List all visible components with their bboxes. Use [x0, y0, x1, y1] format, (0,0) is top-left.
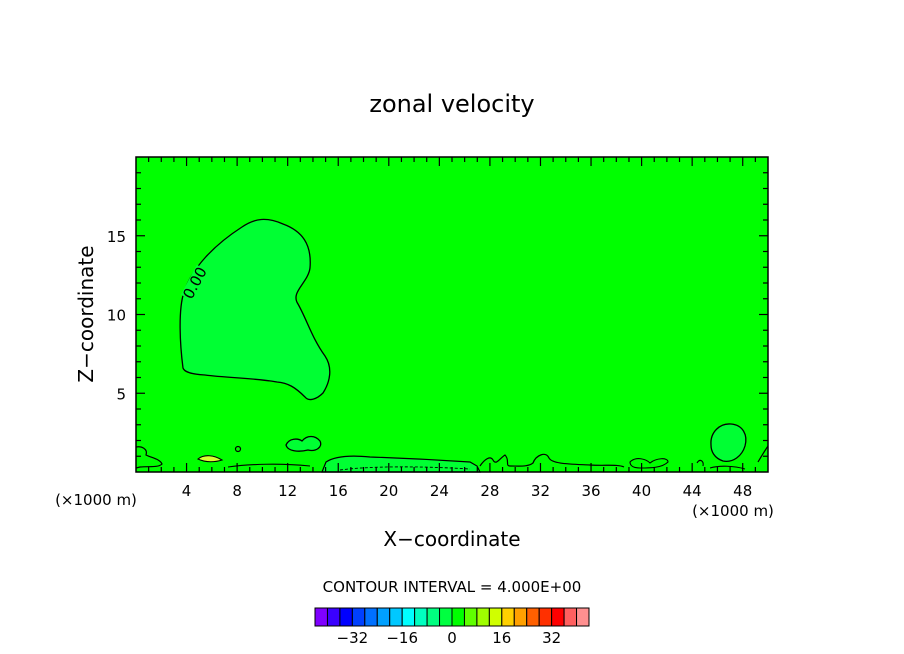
- contour-line-surface: [227, 463, 311, 468]
- chart-title: zonal velocity: [369, 90, 534, 118]
- contour-line-surface: [629, 458, 669, 469]
- x-unit-label-right: (×1000 m): [692, 502, 774, 520]
- colorbar-swatch: [576, 607, 590, 627]
- colorbar-swatch: [414, 607, 428, 627]
- colorbar-swatch: [364, 607, 378, 627]
- x-tick-label: 40: [632, 482, 651, 500]
- x-unit-label-left: (×1000 m): [55, 491, 137, 509]
- contour-line-surface: [197, 455, 224, 463]
- y-tick-label: 10: [107, 307, 126, 325]
- x-tick-labels: 4 8 12 16 20 24 28 32 36 40 44 48: [182, 482, 752, 500]
- colorbar-swatch: [463, 607, 478, 627]
- y-tick-label: 5: [116, 385, 126, 403]
- x-tick-label: 32: [531, 482, 550, 500]
- colorbar-swatch: [513, 607, 528, 627]
- contour-line-surface: [696, 459, 704, 467]
- colorbar-swatch: [451, 607, 465, 627]
- contour-line-surface: [135, 446, 163, 469]
- contour-blob: [285, 435, 322, 452]
- colorbar-swatch: [426, 607, 441, 627]
- colorbar-swatch: [351, 607, 366, 627]
- contour-region-lower-right: [710, 423, 747, 462]
- colorbar-swatch: [526, 607, 540, 627]
- colorbar-swatch: [488, 607, 503, 627]
- colorbar-swatch: [563, 607, 578, 627]
- y-tick-labels: 5 10 15: [107, 228, 126, 404]
- colorbar-swatch: [501, 607, 515, 627]
- colorbar-tick-label: 16: [492, 629, 511, 647]
- contour-line-surface: [479, 453, 625, 468]
- colorbar-swatch: [339, 607, 353, 627]
- colorbar-tick-label: 0: [447, 629, 457, 647]
- y-axis-label: Z−coordinate: [74, 245, 98, 382]
- colorbar-swatch: [551, 607, 565, 627]
- colorbar: [314, 607, 590, 627]
- y-tick-label: 15: [107, 228, 126, 246]
- axis-ticks: [136, 157, 768, 472]
- x-tick-label: 16: [329, 482, 348, 500]
- colorbar-tick-labels: −32 −16 0 16 32: [337, 629, 562, 647]
- x-tick-label: 8: [232, 482, 242, 500]
- colorbar-swatch: [439, 607, 453, 627]
- plot-area: 0.00: [135, 156, 769, 473]
- colorbar-swatch: [376, 607, 391, 627]
- x-tick-label: 48: [733, 482, 752, 500]
- x-axis-label: X−coordinate: [383, 527, 520, 551]
- contour-loop: [234, 445, 242, 453]
- x-tick-label: 20: [379, 482, 398, 500]
- colorbar-swatch: [538, 607, 553, 627]
- colorbar-swatch: [389, 607, 403, 627]
- colorbar-swatch: [401, 607, 416, 627]
- x-tick-label: 4: [182, 482, 192, 500]
- colorbar-tick-label: −16: [386, 629, 418, 647]
- x-tick-label: 44: [683, 482, 702, 500]
- x-tick-label: 28: [480, 482, 499, 500]
- colorbar-tick-label: 32: [542, 629, 561, 647]
- plot-frame: [135, 156, 769, 473]
- colorbar-tick-label: −32: [337, 629, 369, 647]
- contour-region-upper-left: [179, 218, 331, 401]
- x-tick-label: 24: [430, 482, 449, 500]
- x-tick-label: 36: [581, 482, 600, 500]
- contour-interval: CONTOUR INTERVAL = 4.000E+00: [323, 578, 582, 596]
- colorbar-swatch: [476, 607, 490, 627]
- contour-label-backdrop: [180, 264, 210, 302]
- colorbar-swatch: [326, 607, 341, 627]
- x-tick-label: 12: [278, 482, 297, 500]
- colorbar-swatch: [314, 607, 328, 627]
